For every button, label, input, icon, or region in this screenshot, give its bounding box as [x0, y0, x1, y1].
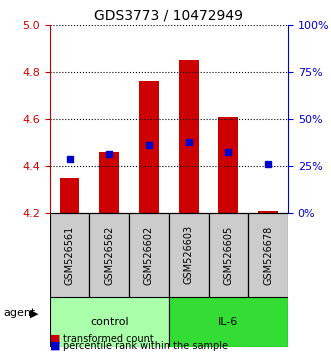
Bar	[258, 211, 278, 213]
FancyBboxPatch shape	[248, 213, 288, 297]
Text: ▶: ▶	[30, 308, 38, 318]
Text: control: control	[90, 317, 128, 327]
Text: GSM526678: GSM526678	[263, 225, 273, 285]
FancyBboxPatch shape	[50, 297, 169, 347]
Text: ■: ■	[50, 341, 60, 351]
Bar	[179, 60, 199, 213]
Bar	[139, 81, 159, 213]
FancyBboxPatch shape	[50, 213, 89, 297]
FancyBboxPatch shape	[129, 213, 169, 297]
Bar	[60, 178, 79, 213]
Text: GSM526562: GSM526562	[104, 225, 114, 285]
Text: agent: agent	[3, 308, 36, 318]
Text: ■: ■	[50, 333, 60, 344]
Text: GSM526602: GSM526602	[144, 225, 154, 285]
Title: GDS3773 / 10472949: GDS3773 / 10472949	[94, 8, 243, 22]
Text: percentile rank within the sample: percentile rank within the sample	[63, 341, 228, 351]
Text: IL-6: IL-6	[218, 317, 239, 327]
Text: GSM526561: GSM526561	[65, 225, 74, 285]
Text: transformed count: transformed count	[63, 333, 154, 344]
Bar	[218, 116, 238, 213]
Text: GSM526605: GSM526605	[223, 225, 233, 285]
FancyBboxPatch shape	[89, 213, 129, 297]
FancyBboxPatch shape	[169, 213, 209, 297]
FancyBboxPatch shape	[169, 297, 288, 347]
Text: GSM526603: GSM526603	[184, 225, 194, 285]
Bar	[99, 152, 119, 213]
FancyBboxPatch shape	[209, 213, 248, 297]
